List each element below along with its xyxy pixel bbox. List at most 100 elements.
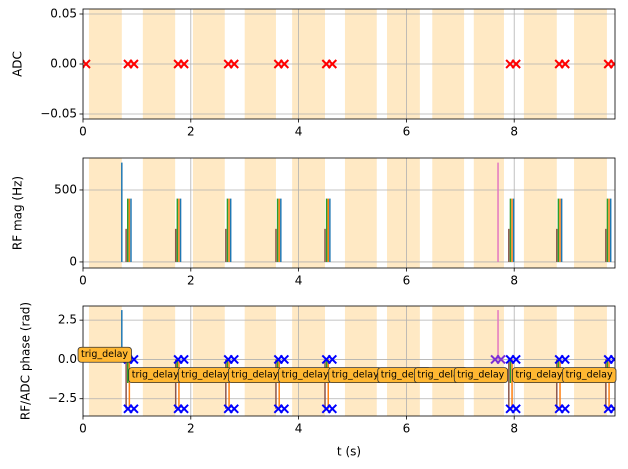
annotation-box [562, 367, 617, 384]
shaded-span [244, 158, 276, 268]
marker [123, 404, 139, 414]
annotation: trig_delay [562, 367, 617, 384]
shaded-span [574, 158, 607, 268]
shaded-span [244, 306, 276, 416]
marker [505, 59, 521, 69]
annotation-text: trig_delay [515, 370, 562, 381]
shaded-span [142, 158, 176, 268]
marker [554, 354, 570, 365]
marker [490, 354, 506, 365]
annotation-text: trig_delay [231, 370, 278, 381]
annotation-text: trig_delay [417, 370, 464, 381]
y-axis-label: RF mag (Hz) [11, 176, 25, 250]
y-axis-label: ADC [11, 51, 25, 77]
annotation-text: trig_delay [181, 370, 228, 381]
annotation: trig_delay [177, 367, 233, 384]
x-tick-label: 2 [187, 274, 195, 288]
shaded-span [574, 306, 607, 416]
annotation-text: trig_delay [381, 370, 428, 381]
x-tick-label: 0 [79, 274, 87, 288]
y-axis-label: RF/ADC phase (rad) [19, 302, 33, 420]
x-tick-label: 4 [295, 422, 303, 436]
x-tick-label: 0 [79, 422, 87, 436]
marker [603, 354, 615, 365]
x-tick-label: 6 [403, 422, 411, 436]
subplot: 0 2 4 6 8 −0.05 0.00 0.05 ADC [11, 7, 616, 139]
marker [505, 354, 521, 365]
marker [603, 404, 615, 414]
shaded-span [523, 306, 557, 416]
shaded-span [292, 158, 326, 268]
shaded-span [192, 158, 225, 268]
annotation: trig_delay [453, 367, 509, 384]
x-tick-label: 8 [510, 125, 518, 139]
shaded-span [344, 158, 377, 268]
annotation: trig_delay [77, 346, 132, 363]
x-tick-label: 8 [510, 422, 518, 436]
plot-area [83, 158, 615, 268]
annotation: trig_delay [512, 367, 567, 384]
marker [123, 59, 139, 69]
annotation-text: trig_delay [81, 349, 128, 360]
shaded-span [432, 306, 465, 416]
y-tick-label: 0.00 [50, 57, 77, 71]
annotation: trig_delay [328, 367, 383, 384]
marker [223, 354, 239, 365]
axes-frame [82, 8, 616, 120]
shaded-span [387, 158, 420, 268]
marker [505, 404, 521, 414]
shaded-span [473, 158, 504, 268]
shaded-span [142, 306, 176, 416]
y-tick-label: 0 [69, 254, 77, 268]
marker [273, 59, 290, 69]
annotation: trig_delay [278, 367, 333, 384]
marker [223, 59, 239, 69]
x-tick-label: 8 [510, 274, 518, 288]
marker [603, 59, 615, 69]
marker [173, 354, 189, 365]
marker [223, 404, 239, 414]
axes-frame [82, 157, 616, 269]
x-tick-label: 2 [187, 125, 195, 139]
y-tick-label: 500 [54, 182, 77, 196]
marker [554, 404, 570, 414]
annotation-box [453, 367, 509, 384]
shaded-span [292, 306, 326, 416]
y-tick-label: 0.05 [50, 7, 77, 21]
y-tick-label: −2.5 [48, 391, 77, 405]
marker [321, 59, 338, 69]
annotation-text: trig_delay [132, 370, 179, 381]
annotation-text: trig_delay [332, 370, 379, 381]
marker [273, 354, 290, 365]
marker [173, 59, 189, 69]
y-tick-label: 0.0 [58, 352, 77, 366]
marker [554, 59, 570, 69]
plot-area [83, 306, 615, 416]
shaded-span [88, 158, 122, 268]
x-tick-label: 6 [403, 274, 411, 288]
plot-area [83, 9, 615, 119]
marker [321, 354, 338, 365]
annotation-text: trig_delay [457, 370, 504, 381]
shaded-span [387, 306, 420, 416]
shaded-span [523, 158, 557, 268]
x-tick-label: 4 [295, 125, 303, 139]
annotation: trig_delay [128, 367, 183, 384]
y-tick-label: −0.05 [40, 107, 77, 121]
marker [173, 404, 189, 414]
y-tick-label: 2.5 [58, 313, 77, 327]
x-tick-label: 4 [295, 274, 303, 288]
x-axis-label: t (s) [337, 445, 361, 459]
marker [273, 404, 290, 414]
annotation-box [77, 346, 132, 363]
x-tick-label: 6 [403, 125, 411, 139]
shaded-span [344, 306, 377, 416]
shaded-span [192, 306, 225, 416]
subplot: 0 2 4 6 8 0 500 RF mag (Hz) [11, 157, 616, 288]
annotation-text: trig_delay [282, 370, 329, 381]
marker [321, 404, 338, 414]
annotation-text: trig_delay [566, 370, 613, 381]
x-tick-label: 0 [79, 125, 87, 139]
